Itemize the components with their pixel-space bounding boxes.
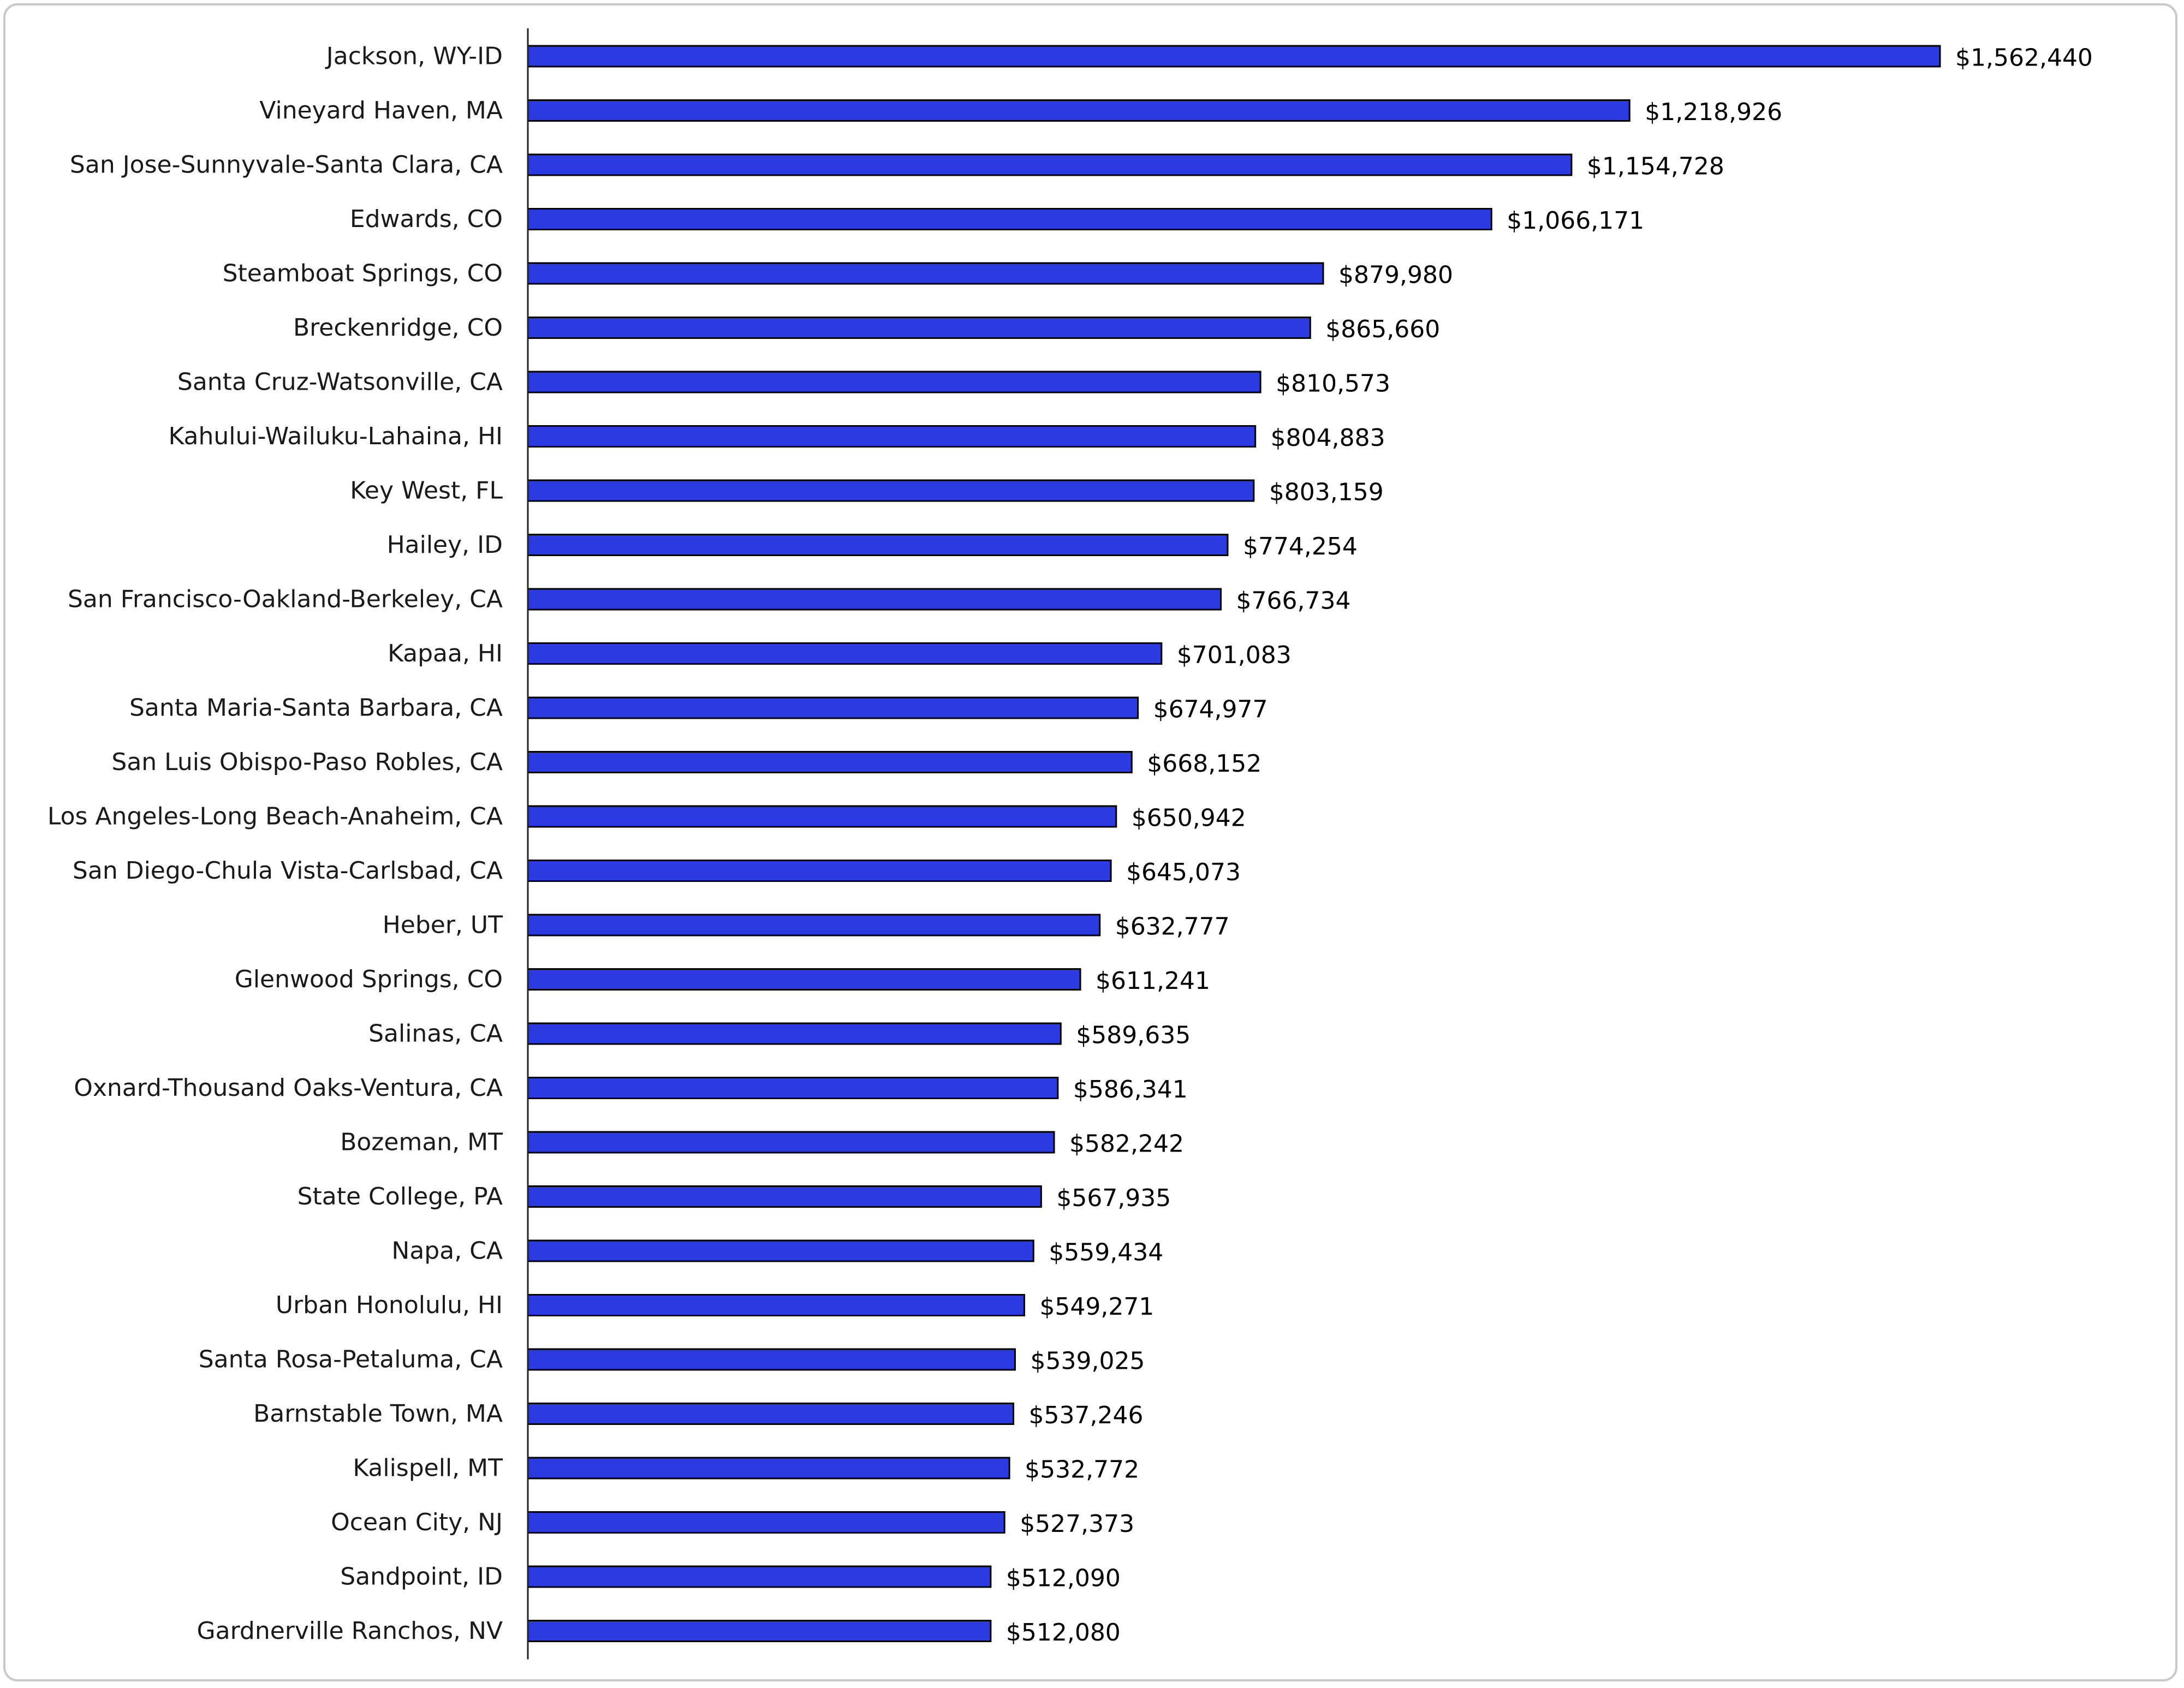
value-label: $804,883 (1271, 424, 1385, 452)
category-label: San Diego-Chula Vista-Carlsbad, CA (73, 857, 503, 885)
category-label: Vineyard Haven, MA (259, 97, 503, 124)
value-label: $589,635 (1076, 1022, 1191, 1049)
value-label: $582,242 (1069, 1130, 1184, 1158)
bar (527, 1131, 1055, 1154)
category-labels: Jackson, WY-ID Vineyard Haven, MA San Jose… (47, 43, 503, 1645)
value-label: $650,942 (1132, 804, 1246, 832)
value-label: $674,977 (1153, 696, 1268, 724)
bar (527, 262, 1324, 285)
category-label: Kahului-Wailuku-Lahaina, HI (168, 422, 503, 450)
category-label: Hailey, ID (387, 531, 503, 559)
category-label: Jackson, WY-ID (325, 43, 503, 70)
bar (527, 968, 1081, 991)
value-label: $512,080 (1006, 1619, 1121, 1647)
bar (527, 1294, 1025, 1316)
bar (527, 1620, 992, 1642)
category-label: Santa Cruz-Watsonville, CA (177, 368, 503, 396)
bar (527, 45, 1941, 68)
category-label: Heber, UT (383, 911, 503, 939)
category-label: Salinas, CA (368, 1020, 503, 1048)
bars-layer (527, 45, 1941, 1642)
value-label: $559,434 (1049, 1239, 1163, 1267)
value-label: $527,373 (1020, 1510, 1134, 1538)
category-label: Oxnard-Thousand Oaks-Ventura, CA (74, 1074, 503, 1102)
bar (527, 208, 1492, 230)
bar (527, 1403, 1015, 1425)
bar (527, 914, 1101, 937)
bar (527, 1022, 1062, 1045)
bar (527, 805, 1117, 828)
category-label: Barnstable Town, MA (253, 1400, 503, 1428)
category-label: Breckenridge, CO (293, 314, 503, 342)
value-label: $645,073 (1126, 858, 1241, 886)
category-label: Santa Maria-Santa Barbara, CA (129, 694, 503, 722)
value-label: $611,241 (1096, 967, 1210, 995)
value-label: $537,246 (1029, 1401, 1144, 1429)
bar (527, 371, 1261, 393)
bar (527, 479, 1255, 502)
bar (527, 317, 1311, 339)
bar (527, 642, 1163, 665)
bar (527, 860, 1112, 882)
bar (527, 99, 1630, 122)
bar (527, 588, 1222, 611)
bar (527, 425, 1257, 448)
category-label: Los Angeles-Long Beach-Anaheim, CA (47, 803, 503, 831)
bar (527, 696, 1139, 719)
category-label: Key West, FL (350, 477, 503, 505)
category-label: State College, PA (297, 1183, 503, 1210)
category-label: Sandpoint, ID (340, 1563, 503, 1591)
category-label: Napa, CA (391, 1237, 503, 1265)
category-label: San Luis Obispo-Paso Robles, CA (111, 748, 503, 776)
category-label: Edwards, CO (350, 205, 503, 233)
category-label: San Jose-Sunnyvale-Santa Clara, CA (70, 151, 503, 179)
category-label: San Francisco-Oakland-Berkeley, CA (68, 586, 503, 613)
category-label: Kalispell, MT (353, 1454, 503, 1482)
bar (527, 1077, 1059, 1099)
category-label: Gardnerville Ranchos, NV (197, 1617, 503, 1645)
bar (527, 534, 1229, 556)
value-label: $810,573 (1276, 370, 1390, 398)
value-label: $774,254 (1243, 533, 1358, 560)
bar (527, 1239, 1034, 1262)
value-label: $701,083 (1177, 641, 1292, 669)
value-label: $803,159 (1269, 479, 1384, 506)
bar (527, 1565, 992, 1588)
category-label: Kapaa, HI (388, 640, 503, 667)
value-label: $512,090 (1006, 1565, 1121, 1592)
bar (527, 1185, 1042, 1208)
value-label: $532,772 (1025, 1456, 1139, 1484)
bar (527, 751, 1133, 773)
value-label: $865,660 (1325, 315, 1440, 343)
bar (527, 1511, 1005, 1534)
value-label: $567,935 (1056, 1184, 1171, 1212)
value-label: $1,218,926 (1645, 98, 1782, 126)
value-label: $1,154,728 (1587, 153, 1724, 181)
category-label: Santa Rosa-Petaluma, CA (199, 1346, 503, 1374)
value-label: $766,734 (1236, 587, 1351, 615)
value-label: $1,562,440 (1955, 44, 2093, 72)
value-label: $632,777 (1115, 913, 1230, 941)
bar (527, 1457, 1010, 1480)
category-label: Steamboat Springs, CO (223, 260, 503, 288)
value-label: $879,980 (1338, 261, 1453, 289)
category-label: Ocean City, NJ (331, 1508, 503, 1536)
value-label: $539,025 (1030, 1347, 1145, 1375)
bar (527, 153, 1573, 176)
value-label: $586,341 (1073, 1076, 1188, 1104)
value-label: $1,066,171 (1507, 207, 1644, 235)
value-label: $549,271 (1039, 1293, 1154, 1321)
category-label: Glenwood Springs, CO (235, 965, 503, 993)
category-label: Urban Honolulu, HI (276, 1291, 503, 1319)
bar (527, 1348, 1016, 1371)
category-label: Bozeman, MT (340, 1129, 503, 1156)
value-labels: $1,562,440 $1,218,926 $1,154,728 $1,066,171… (1006, 44, 2093, 1647)
value-label: $668,152 (1147, 750, 1261, 778)
